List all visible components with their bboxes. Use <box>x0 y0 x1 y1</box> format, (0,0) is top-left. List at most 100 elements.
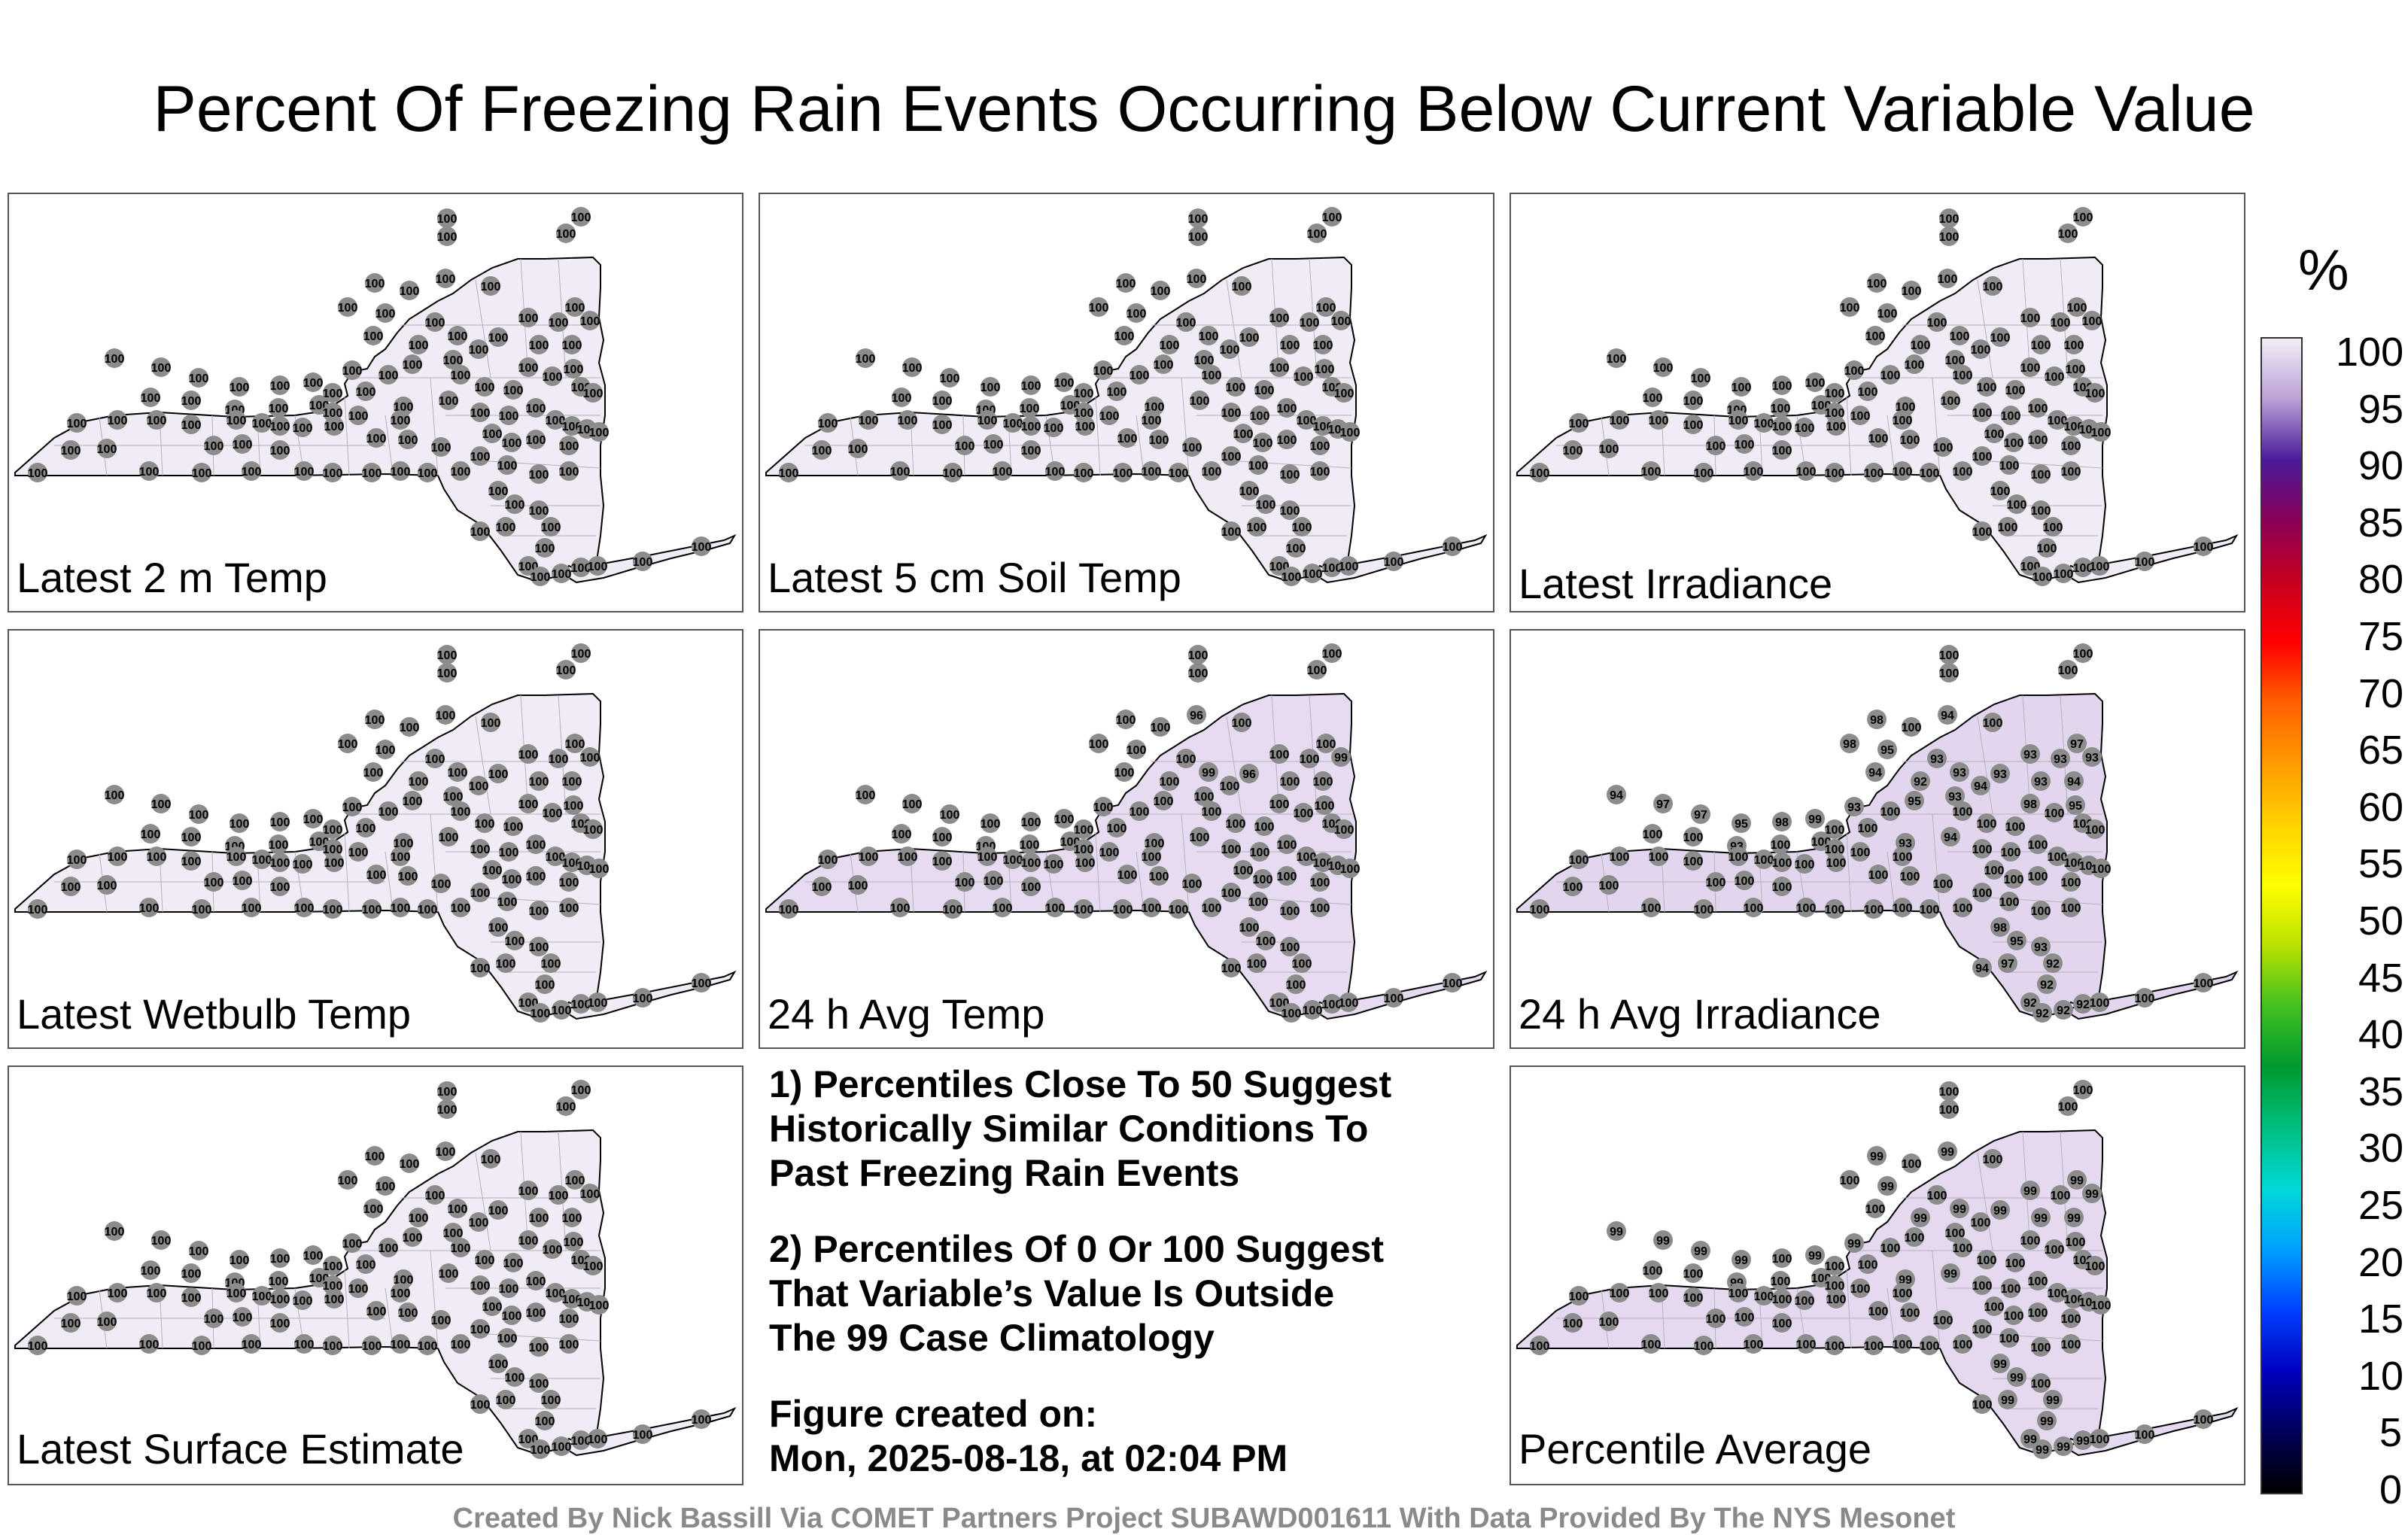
station-marker: 100 <box>1865 326 1885 345</box>
station-marker: 100 <box>1771 834 1790 854</box>
station-value: 99 <box>2023 1433 2037 1446</box>
station-value: 100 <box>1706 877 1726 889</box>
station-marker: 100 <box>1220 776 1239 795</box>
station-value: 100 <box>932 395 953 408</box>
colorbar-tick-label: 70 <box>2358 670 2404 716</box>
station-marker: 100 <box>1706 872 1726 892</box>
station-value: 100 <box>1953 1242 1973 1255</box>
station-marker: 100 <box>2058 1096 2078 1116</box>
station-value: 100 <box>497 896 518 909</box>
station-value: 100 <box>571 211 591 224</box>
station-marker: 100 <box>1999 1328 2019 1348</box>
station-value: 100 <box>1044 859 1064 871</box>
station-marker: 100 <box>1334 819 1354 839</box>
station-marker: 100 <box>505 931 524 950</box>
station-value: 100 <box>1999 460 2020 473</box>
station-value: 100 <box>475 818 495 831</box>
station-marker: 100 <box>108 1283 127 1302</box>
station-value: 100 <box>1927 1190 1947 1202</box>
station-value: 94 <box>1868 767 1882 780</box>
station-marker: 100 <box>2061 1309 2081 1328</box>
station-value: 100 <box>499 410 519 423</box>
station-value: 100 <box>1074 407 1094 420</box>
station-marker: 94 <box>1971 776 1990 795</box>
station-marker: 100 <box>1920 463 1939 482</box>
station-marker: 100 <box>1825 1256 1844 1275</box>
station-value: 97 <box>2001 958 2014 971</box>
station-value: 100 <box>2004 1310 2024 1323</box>
station-value: 100 <box>559 877 579 889</box>
station-value: 100 <box>1169 904 1189 916</box>
station-marker: 100 <box>1021 877 1041 896</box>
station-value: 100 <box>227 1287 247 1300</box>
station-marker: 100 <box>470 883 490 902</box>
station-marker: 100 <box>571 994 591 1014</box>
station-marker: 100 <box>1864 1336 1884 1355</box>
station-value: 100 <box>562 857 582 870</box>
station-marker: 100 <box>1999 455 2020 475</box>
county-border <box>385 1287 394 1348</box>
station-value: 100 <box>2028 1275 2048 1288</box>
station-value: 100 <box>270 1253 290 1266</box>
station-marker: 100 <box>2045 803 2064 822</box>
station-marker: 100 <box>1805 372 1825 392</box>
station-marker: 100 <box>2067 297 2087 317</box>
station-value: 100 <box>475 381 495 394</box>
county-border <box>1095 395 1101 476</box>
station-value: 100 <box>1021 881 1041 894</box>
station-marker: 97 <box>1653 794 1673 813</box>
station-marker: 100 <box>1269 357 1289 377</box>
station-value: 100 <box>1202 806 1222 819</box>
station-value: 100 <box>1220 344 1240 357</box>
station-marker: 100 <box>409 335 428 354</box>
station-value: 100 <box>1941 395 1961 408</box>
colorbar-tick-label: 60 <box>2358 784 2404 830</box>
station-marker: 100 <box>61 440 81 460</box>
county-border <box>1932 1250 1941 1349</box>
station-marker: 100 <box>1683 1263 1703 1283</box>
station-value: 100 <box>469 1217 489 1230</box>
station-value: 100 <box>1384 992 1404 1005</box>
station-marker: 100 <box>1221 839 1241 859</box>
panel-label: Latest Wetbulb Temp <box>17 990 412 1038</box>
station-marker: 100 <box>549 1185 568 1205</box>
station-value: 100 <box>1990 485 2011 498</box>
station-marker: 100 <box>293 1290 312 1310</box>
colorbar-tick-label: 80 <box>2358 557 2404 603</box>
station-marker: 100 <box>1953 365 1972 385</box>
station-value: 100 <box>1250 410 1270 423</box>
station-value: 100 <box>1706 1313 1726 1326</box>
station-value: 100 <box>1253 437 1273 450</box>
station-value: 100 <box>2066 1236 2086 1249</box>
station-value: 93 <box>1930 753 1944 766</box>
station-marker: 100 <box>583 1256 603 1275</box>
station-value: 100 <box>252 854 272 867</box>
station-marker: 100 <box>902 357 922 377</box>
station-value: 100 <box>1182 878 1202 891</box>
station-marker: 100 <box>1706 1309 1726 1328</box>
credit-line: Created By Nick Bassill Via COMET Partne… <box>452 1503 1956 1534</box>
station-value: 100 <box>1310 902 1330 915</box>
station-value: 100 <box>589 427 610 439</box>
station-marker: 100 <box>1683 851 1703 871</box>
station-marker: 100 <box>67 1286 87 1306</box>
station-marker: 100 <box>505 494 524 514</box>
station-value: 100 <box>233 1312 253 1324</box>
station-marker: 100 <box>1858 1254 1877 1274</box>
station-marker: 100 <box>1188 663 1208 682</box>
station-value: 100 <box>1911 339 1931 352</box>
station-marker: 100 <box>366 428 386 448</box>
station-value: 100 <box>230 381 250 394</box>
station-value: 100 <box>1984 865 2005 877</box>
station-value: 100 <box>379 806 399 819</box>
station-value: 100 <box>779 467 799 480</box>
station-value: 100 <box>1248 460 1269 473</box>
station-value: 100 <box>1021 421 1041 433</box>
station-value: 100 <box>571 1435 591 1448</box>
station-value: 100 <box>1089 738 1109 751</box>
station-marker: 100 <box>342 797 362 816</box>
station-marker: 100 <box>1142 410 1161 430</box>
